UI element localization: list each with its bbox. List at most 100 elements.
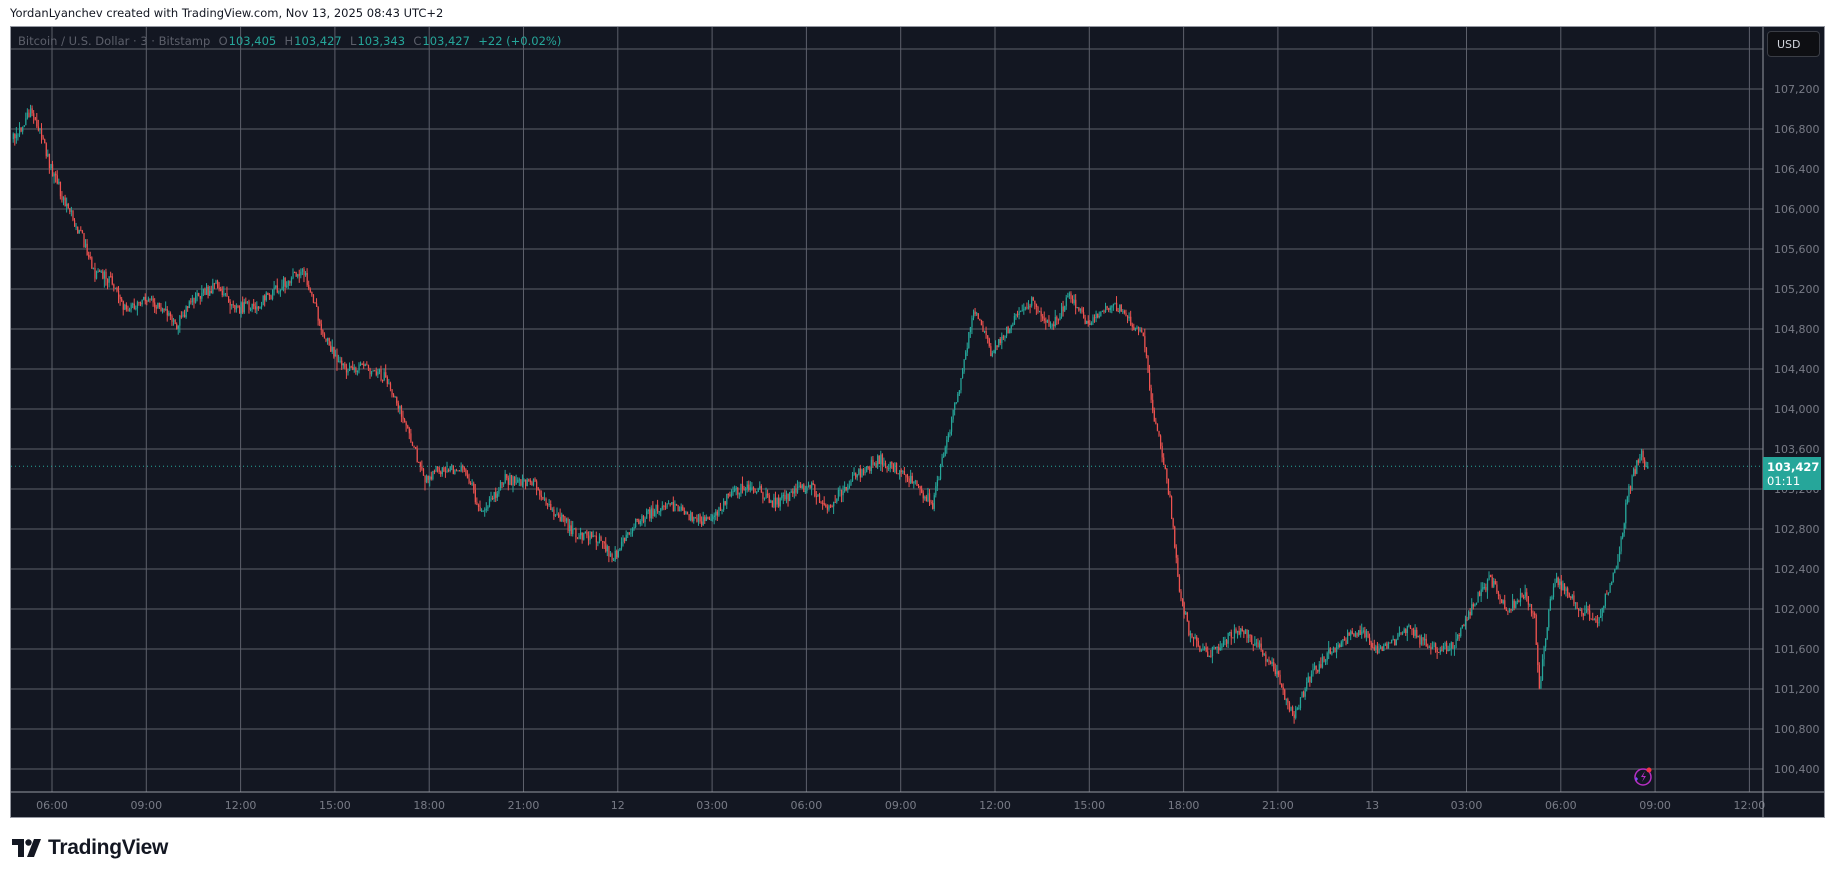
currency-button[interactable]: USD [1767,31,1820,57]
candle-body [741,483,744,490]
symbol-name[interactable]: Bitcoin / U.S. Dollar · 3 · Bitstamp [18,34,211,48]
candle-body [372,370,374,372]
candle-body [1185,612,1187,615]
candle-body [834,501,836,503]
candle-body [661,506,664,509]
candle-body [1182,598,1184,603]
candle-body [815,496,818,498]
candle-body [685,511,687,515]
candle-body [829,505,832,507]
candle-body [864,472,866,474]
candle-body [347,370,349,373]
candle-body [358,364,360,371]
time-axis-label: 09:00 [1639,799,1671,812]
candle-body [457,470,459,472]
candle-body [1587,608,1589,611]
candle-body [149,298,151,300]
candle-body [394,396,396,398]
candle-body [40,128,43,137]
candle-body [906,477,909,479]
candle-body [1548,610,1550,628]
candle-body [1188,620,1190,636]
candle-body [1439,649,1441,653]
candle-body [763,498,766,500]
candle-body [1348,632,1350,636]
symbol-legend[interactable]: Bitcoin / U.S. Dollar · 3 · Bitstamp O10… [18,34,562,48]
candle-body [12,133,14,139]
candle-body [83,233,85,248]
candle-body [1519,593,1522,602]
candle-body [162,308,164,312]
candle-body [705,517,708,521]
candle-body [498,490,500,494]
candle-body [575,528,577,538]
lightning-alert-icon[interactable] [1634,767,1652,786]
candle-body [231,304,233,306]
candle-body [1628,486,1630,497]
candle-body [619,548,621,551]
time-axis-label: 03:00 [1451,799,1483,812]
candle-body [636,518,638,520]
candle-body [356,370,359,373]
candle-body [108,276,110,283]
candle-body [239,307,241,314]
candle-body [1040,311,1042,317]
candle-body [300,271,302,276]
candle-body [1150,388,1152,400]
candle-body [1639,457,1641,463]
candle-body [754,489,756,493]
candle-body [477,504,480,507]
tradingview-logo[interactable]: TradingView [12,836,168,860]
candle-body [930,501,932,504]
candle-body [872,459,874,465]
candle-body [686,511,689,515]
candle-body [905,474,907,478]
candle-body [1425,638,1427,647]
candle-body [224,293,227,295]
candle-body [404,419,406,423]
candle-body [444,471,447,473]
candle-body [1359,630,1361,635]
candle-body [1282,687,1284,690]
candle-body [553,509,555,517]
candle-body [1406,626,1408,634]
candle-body [393,394,395,398]
candle-body [653,510,656,516]
candle-body [1402,632,1404,634]
candle-body [80,230,82,232]
candle-body [1504,600,1506,610]
candle-body [405,422,407,426]
candle-body [983,331,986,333]
candle-body [1191,633,1193,638]
candle-body [366,364,368,366]
price-axis-label: 101,600 [1774,643,1820,656]
candle-body [1563,583,1566,591]
candle-body [1090,322,1093,325]
candle-body [471,483,473,485]
candle-body [798,485,800,487]
candle-body [1079,308,1082,311]
candle-body [88,254,90,258]
price-axis-label: 102,000 [1774,603,1820,616]
candle-body [1224,640,1226,642]
candle-body [1570,596,1572,599]
candle-body [1244,629,1247,634]
candle-body [253,303,255,307]
candle-body [20,127,22,132]
time-axis-label: 12:00 [225,799,257,812]
candle-body [284,278,286,287]
candle-body [69,208,71,212]
candle-body [363,364,365,366]
candle-body [570,525,572,535]
candle-body [1002,336,1005,338]
chart-pane[interactable] [10,26,1825,818]
candle-body [556,514,558,516]
candle-body [1318,664,1320,672]
candle-body [339,360,341,362]
candle-body [1356,632,1358,637]
candle-body [1614,569,1616,573]
candle-body [64,197,66,207]
candle-body [1381,647,1383,651]
candle-body [75,226,77,228]
